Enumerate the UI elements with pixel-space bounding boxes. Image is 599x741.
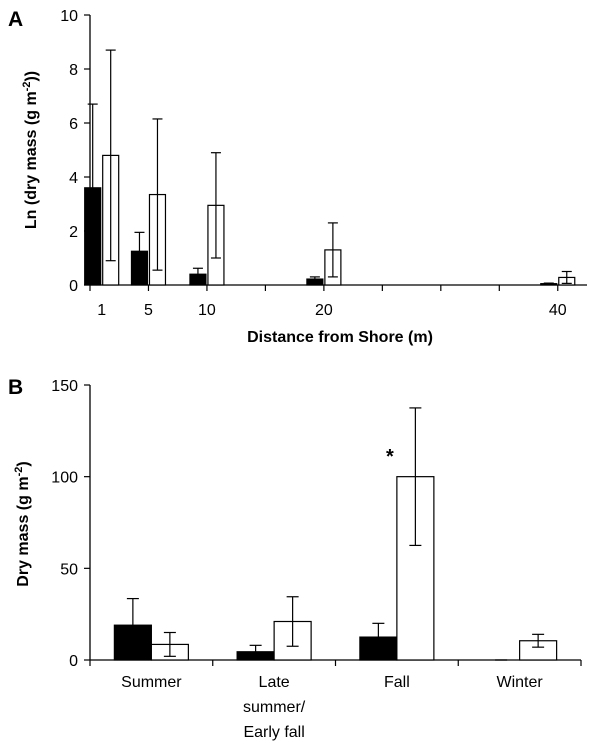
- panel-b-x-tick-label: Summer: [121, 674, 182, 691]
- panel-a-y-label-sup: -2: [21, 82, 33, 92]
- panel-b-y-label-sup: -2: [13, 467, 25, 477]
- panel-a-y-tick-label: 6: [69, 116, 78, 133]
- panel-a-y-label-end: )): [23, 71, 40, 82]
- panel-b-y-tick-label: 0: [69, 653, 78, 670]
- panel-b-x-tick-label: Fall: [384, 674, 410, 691]
- significance-asterisk: *: [386, 446, 394, 468]
- panel-b-y-label-main: Dry mass (g m: [15, 476, 32, 586]
- panel-b-y-tick-label: 150: [51, 378, 78, 395]
- panel-a-x-tick-label: 20: [315, 302, 333, 319]
- panel-b-y-label-end: ): [15, 461, 32, 466]
- panel-a-y-tick-label: 4: [69, 170, 78, 187]
- panel-a-letter: A: [8, 8, 23, 31]
- panel-a-x-tick-label: 10: [198, 302, 216, 319]
- panel-a-y-tick-label: 10: [60, 8, 78, 25]
- panel-a-x-tick-label: 1: [97, 302, 106, 319]
- panel-a-x-tick-label: 40: [549, 302, 567, 319]
- panel-b-x-tick-label: summer/: [243, 699, 306, 716]
- panel-b-letter: B: [8, 376, 23, 399]
- panel-a-y-axis-label: Ln (dry mass (g m-2)): [21, 71, 40, 229]
- panel-b-y-tick-label: 100: [51, 470, 78, 487]
- panel-b-y-axis-label: Dry mass (g m-2): [13, 461, 32, 586]
- panel-a-y-tick-label: 8: [69, 62, 78, 79]
- panel-a-x-tick-label: 5: [144, 302, 153, 319]
- panel-a-x-axis-label: Distance from Shore (m): [247, 329, 433, 346]
- panel-a-y-label-main: Ln (dry mass (g m: [23, 91, 40, 229]
- panel-b: B Dry mass (g m-2) 0 50 100 150 Summer Late su…: [8, 376, 582, 741]
- panel-b-y-tick-label: 50: [60, 561, 78, 578]
- panel-a: A Ln (dry mass (g m-2)) Distance from Sh…: [8, 8, 587, 346]
- panel-b-x-tick-label: Late: [259, 674, 290, 691]
- panel-a-y-tick-label: 2: [69, 224, 78, 241]
- panel-b-x-tick-label: Winter: [497, 674, 544, 691]
- panel-b-x-tick-label: Early fall: [243, 724, 304, 741]
- panel-a-y-tick-label: 0: [69, 278, 78, 295]
